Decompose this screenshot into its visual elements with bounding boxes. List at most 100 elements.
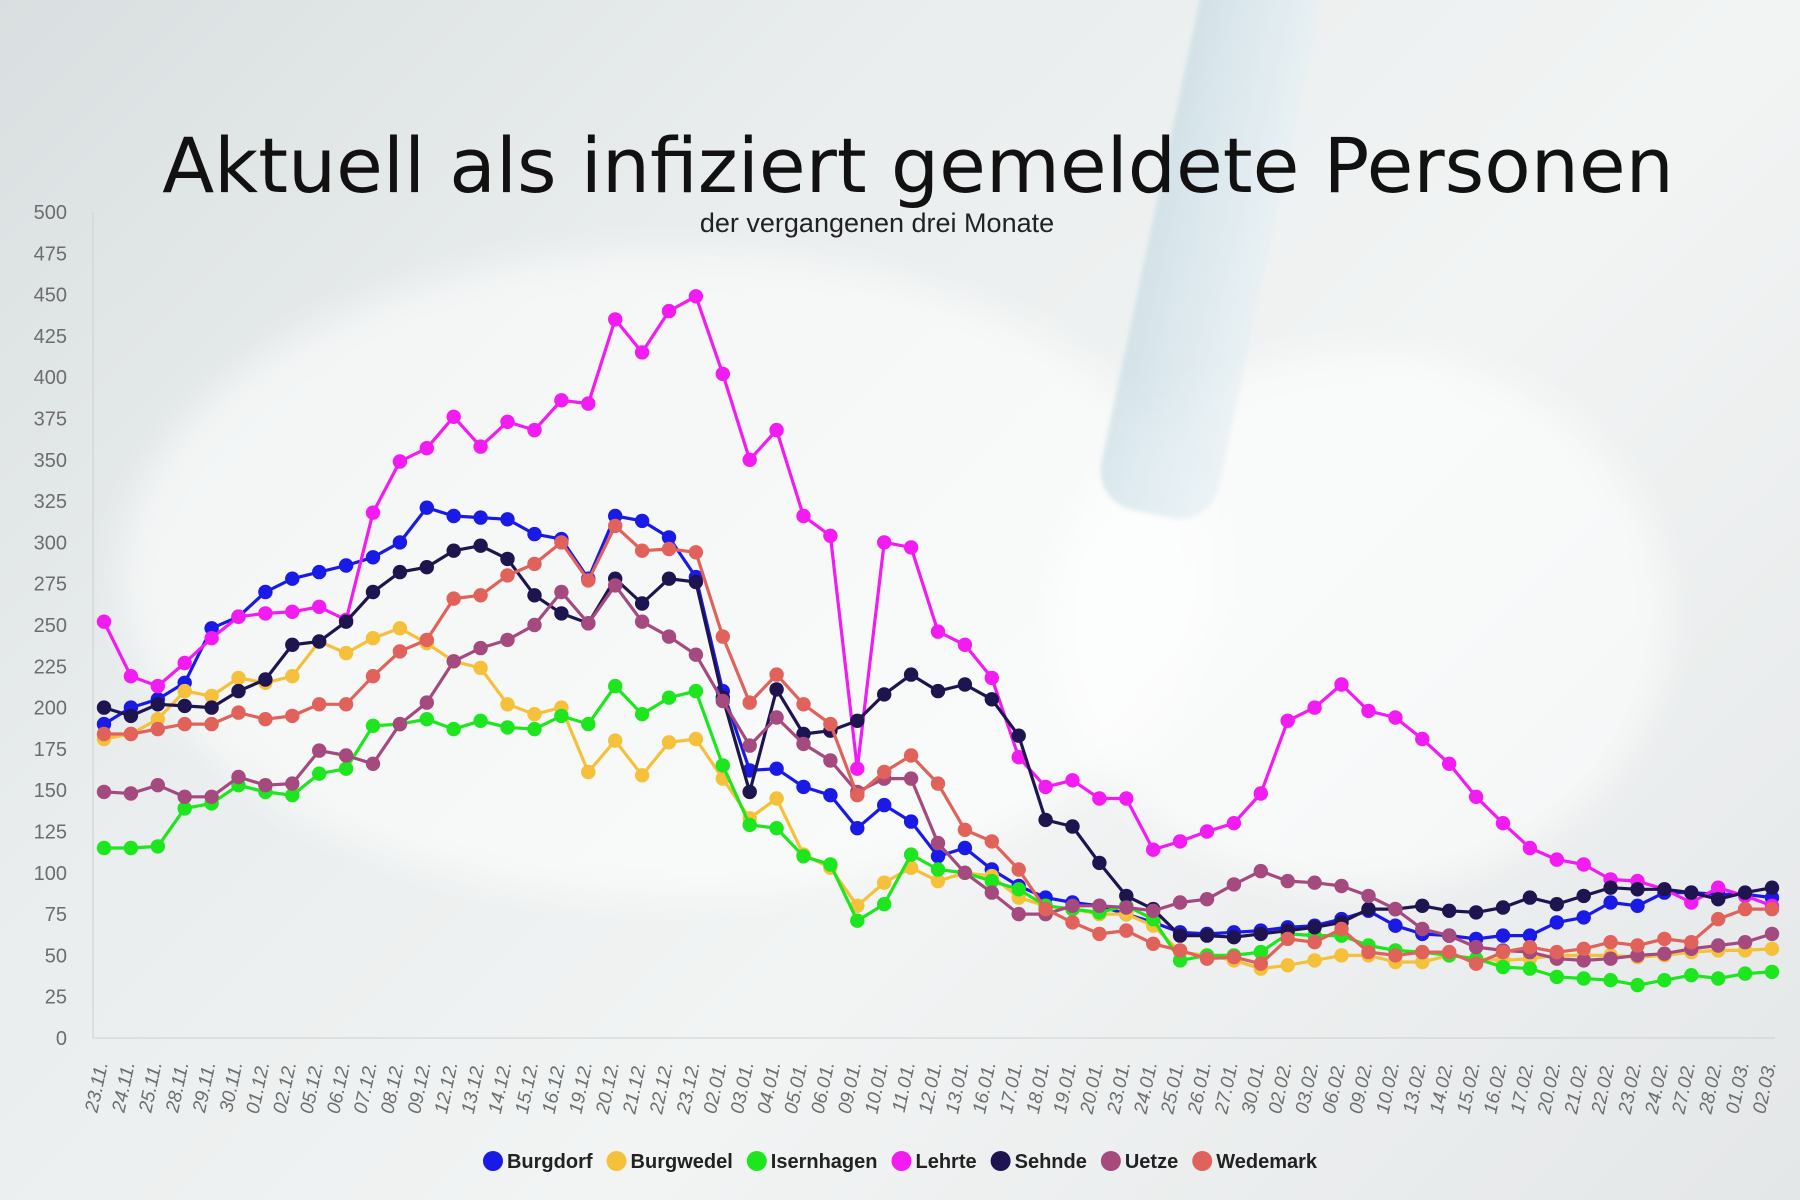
data-point-wedemark [1226,949,1242,965]
data-point-lehrte [365,505,381,520]
data-point-burgwedel [769,791,784,806]
y-tick-label: 150 [34,780,67,802]
data-point-lehrte [930,624,946,639]
data-point-sehnde [796,726,811,742]
data-point-wedemark [419,632,434,648]
data-point-burgwedel [1764,941,1780,956]
data-point-sehnde [1226,930,1242,945]
data-point-lehrte [608,312,623,327]
data-point-lehrte [177,655,192,671]
data-point-sehnde [123,708,139,724]
data-point-uetze [1603,951,1618,966]
data-point-lehrte [1065,773,1080,788]
data-point-wedemark [1092,926,1107,942]
data-point-uetze [608,578,623,593]
data-point-lehrte [1011,750,1026,765]
data-point-sehnde [930,683,946,699]
data-point-isernhagen [769,821,784,836]
legend-marker-wedemark [1192,1151,1213,1171]
data-point-isernhagen [930,862,946,877]
data-point-uetze [1011,906,1026,922]
legend-item-uetze[interactable]: Uetze [1100,1151,1178,1173]
data-point-wedemark [1280,931,1295,947]
data-point-wedemark [1576,941,1591,956]
data-point-burgwedel [285,669,300,684]
data-point-lehrte [258,606,273,621]
data-point-isernhagen [1011,882,1026,897]
data-point-uetze [1280,873,1295,889]
data-point-isernhagen [742,817,757,833]
data-point-lehrte [312,599,327,614]
data-point-wedemark [1065,915,1080,930]
data-point-wedemark [1442,944,1457,960]
data-point-uetze [715,693,730,709]
data-point-lehrte [150,678,165,694]
data-point-lehrte [1442,756,1457,771]
data-point-sehnde [204,700,219,715]
legend-label-wedemark: Wedemark [1216,1151,1318,1173]
data-point-uetze [204,789,219,804]
data-point-sehnde [1253,926,1269,942]
data-point-uetze [338,748,354,763]
data-point-wedemark [1146,936,1161,951]
y-tick-label: 350 [34,450,67,472]
data-point-isernhagen [1630,977,1645,993]
legend-item-isernhagen[interactable]: Isernhagen [746,1151,878,1173]
legend-marker-uetze [1100,1151,1121,1171]
data-point-burgdorf [796,779,811,795]
legend-item-burgwedel[interactable]: Burgwedel [606,1151,733,1173]
data-point-sehnde [177,698,192,714]
y-tick-label: 200 [34,698,67,720]
data-point-wedemark [1603,935,1618,950]
data-point-isernhagen [1737,966,1753,981]
legend-item-lehrte[interactable]: Lehrte [891,1151,977,1173]
data-point-lehrte [1415,731,1430,747]
data-point-sehnde [231,683,246,699]
data-point-lehrte [1226,816,1242,831]
data-point-wedemark [1684,935,1699,950]
data-point-uetze [1334,878,1349,894]
data-point-wedemark [1334,921,1349,937]
y-tick-label: 100 [34,863,67,885]
data-point-isernhagen [608,678,623,694]
data-point-lehrte [984,670,999,686]
data-point-isernhagen [285,788,300,803]
data-point-burgdorf [1630,898,1645,913]
data-point-lehrte [715,366,730,382]
data-point-uetze [1576,953,1591,968]
data-point-uetze [285,776,300,791]
data-point-wedemark [1361,944,1376,960]
data-point-lehrte [446,409,461,424]
data-point-uetze [446,654,461,669]
data-point-isernhagen [903,847,919,862]
data-point-wedemark [608,518,623,534]
data-point-lehrte [500,414,515,429]
data-point-isernhagen [338,761,354,776]
legend-item-wedemark[interactable]: Wedemark [1192,1151,1318,1173]
data-point-uetze [796,736,811,752]
x-tick-label: 24.11. [108,1060,139,1116]
data-point-wedemark [1495,944,1511,960]
data-point-wedemark [742,695,757,710]
data-point-isernhagen [1522,961,1538,976]
data-point-lehrte [527,422,542,438]
data-point-isernhagen [527,721,542,737]
data-point-lehrte [1307,700,1322,715]
data-point-wedemark [473,588,488,603]
data-point-sehnde [877,687,892,702]
data-point-lehrte [581,396,596,411]
data-point-wedemark [850,788,865,803]
data-point-wedemark [823,716,838,732]
data-point-lehrte [661,303,677,319]
data-point-lehrte [231,609,246,624]
data-point-sehnde [1764,880,1780,895]
legend-item-sehnde[interactable]: Sehnde [990,1151,1087,1173]
legend-marker-burgdorf [482,1151,503,1171]
x-tick-label: 29.11. [189,1060,220,1116]
legend-item-burgdorf[interactable]: Burgdorf [482,1151,593,1173]
data-point-burgdorf [312,564,327,580]
data-point-lehrte [1172,834,1188,849]
data-point-wedemark [796,697,811,712]
data-point-uetze [984,885,999,900]
